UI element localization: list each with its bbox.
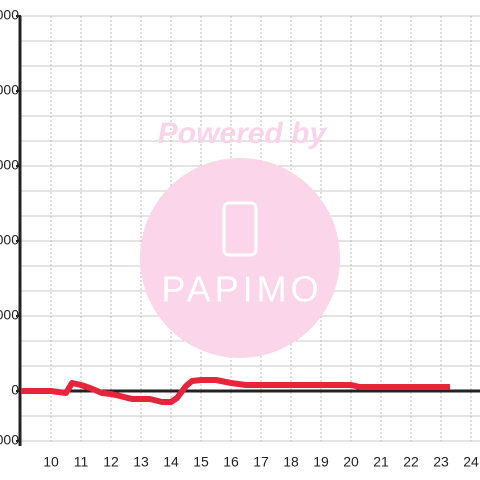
x-tick-label: 20	[343, 454, 359, 470]
x-tick-label: 18	[283, 454, 299, 470]
x-tick-label: 12	[103, 454, 119, 470]
y-tick-label: 60,000	[0, 232, 19, 248]
line	[21, 377, 450, 405]
watermark-phone	[222, 201, 258, 257]
x-tick-label: 19	[313, 454, 329, 470]
x-tick-label: 17	[253, 454, 269, 470]
x-tick-label: 16	[223, 454, 239, 470]
x-tick-label: 10	[43, 454, 59, 470]
x-tick-label: 11	[74, 454, 89, 470]
x-tick-label: 15	[193, 454, 209, 470]
x-tick-label: 13	[133, 454, 149, 470]
y-tick-label: 30,000	[0, 307, 19, 323]
watermark-logo: PAPIMO	[161, 269, 322, 310]
x-tick-label: 23	[433, 454, 449, 470]
y-tick-label: 0	[11, 382, 19, 398]
y-tick-label: 150,000	[0, 7, 19, 23]
y-tick-label: 90,000	[0, 157, 19, 173]
x-tick-label: 22	[403, 454, 419, 470]
x-tick-label: 24	[463, 454, 479, 470]
y-tick-label: 120,000	[0, 82, 19, 98]
watermark-circle	[140, 158, 340, 358]
x-tick-label: 21	[373, 454, 389, 470]
watermark-text: Powered by	[158, 117, 328, 150]
x-tick-label: 14	[163, 454, 179, 470]
y-tick-label: -20,000	[0, 432, 19, 448]
